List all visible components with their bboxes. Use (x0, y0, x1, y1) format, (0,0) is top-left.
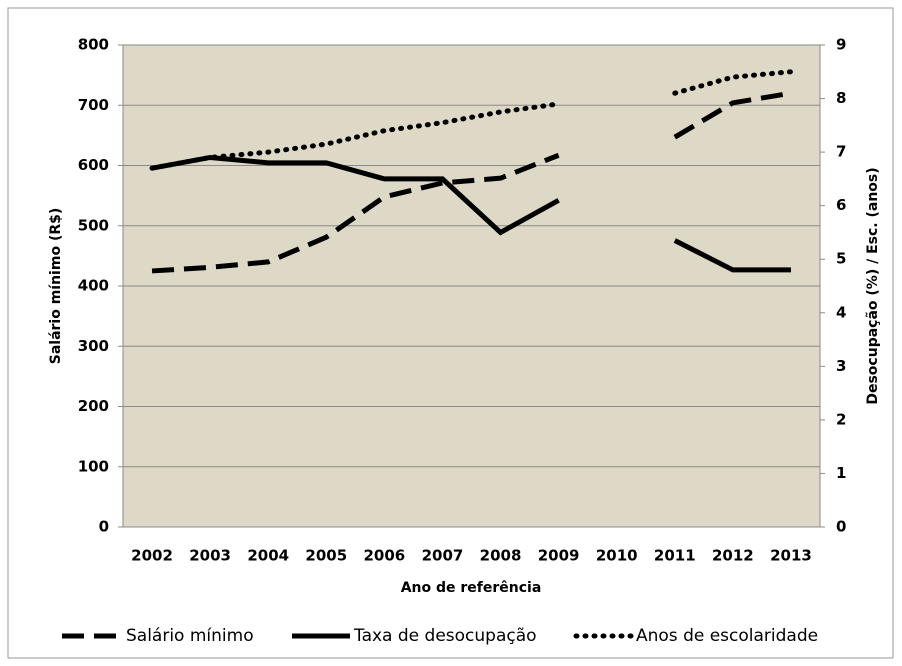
series-line (151, 90, 792, 274)
y-tick-label: 300 (78, 337, 109, 355)
y2-axis-title: Desocupação (%) / Esc. (anos) (865, 167, 881, 404)
y-tick-label: 500 (78, 216, 109, 234)
y2-tick-label: 2 (836, 410, 846, 428)
x-tick-label: 2004 (247, 547, 289, 565)
x-tick-label: 2005 (305, 547, 347, 565)
y-tick-label: 800 (78, 36, 109, 54)
x-axis-title: Ano de referência (401, 580, 542, 596)
frame (7, 7, 894, 659)
legend-label: Taxa de desocupação (353, 626, 537, 646)
y-tick-label: 700 (78, 96, 109, 114)
x-tick-label: 2009 (538, 547, 580, 565)
y-tick-label: 600 (78, 156, 109, 174)
y2-tick-label: 0 (836, 518, 846, 536)
y2-tick-label: 6 (836, 196, 846, 214)
x-tick-label: 2008 (480, 547, 522, 565)
x-tick-label: 2010 (596, 547, 638, 565)
y-tick-label: 200 (78, 397, 109, 415)
x-tick-label: 2002 (131, 547, 173, 565)
x-tick-label: 2006 (364, 547, 406, 565)
x-tick-label: 2011 (654, 547, 696, 565)
x-tick-label: 2003 (189, 547, 231, 565)
y-tick-label: 0 (99, 518, 109, 536)
y-axis-title: Salário mínimo (R$) (48, 208, 64, 365)
y-tick-label: 100 (78, 457, 109, 475)
legend-label: Anos de escolaridade (636, 626, 818, 646)
y2-tick-label: 7 (836, 143, 846, 161)
y2-tick-label: 4 (836, 303, 846, 321)
y-tick-label: 400 (78, 277, 109, 295)
y2-tick-label: 3 (836, 357, 846, 375)
x-tick-label: 2012 (712, 547, 754, 565)
y2-tick-label: 8 (836, 89, 846, 107)
y2-tick-label: 1 (836, 464, 846, 482)
x-tick-label: 2007 (422, 547, 464, 565)
x-tick-label: 2013 (770, 547, 812, 565)
y2-tick-label: 5 (836, 250, 846, 268)
series-line (149, 69, 794, 171)
series-line (151, 154, 791, 273)
y2-tick-label: 9 (836, 36, 846, 54)
legend-label: Salário mínimo (126, 626, 254, 646)
